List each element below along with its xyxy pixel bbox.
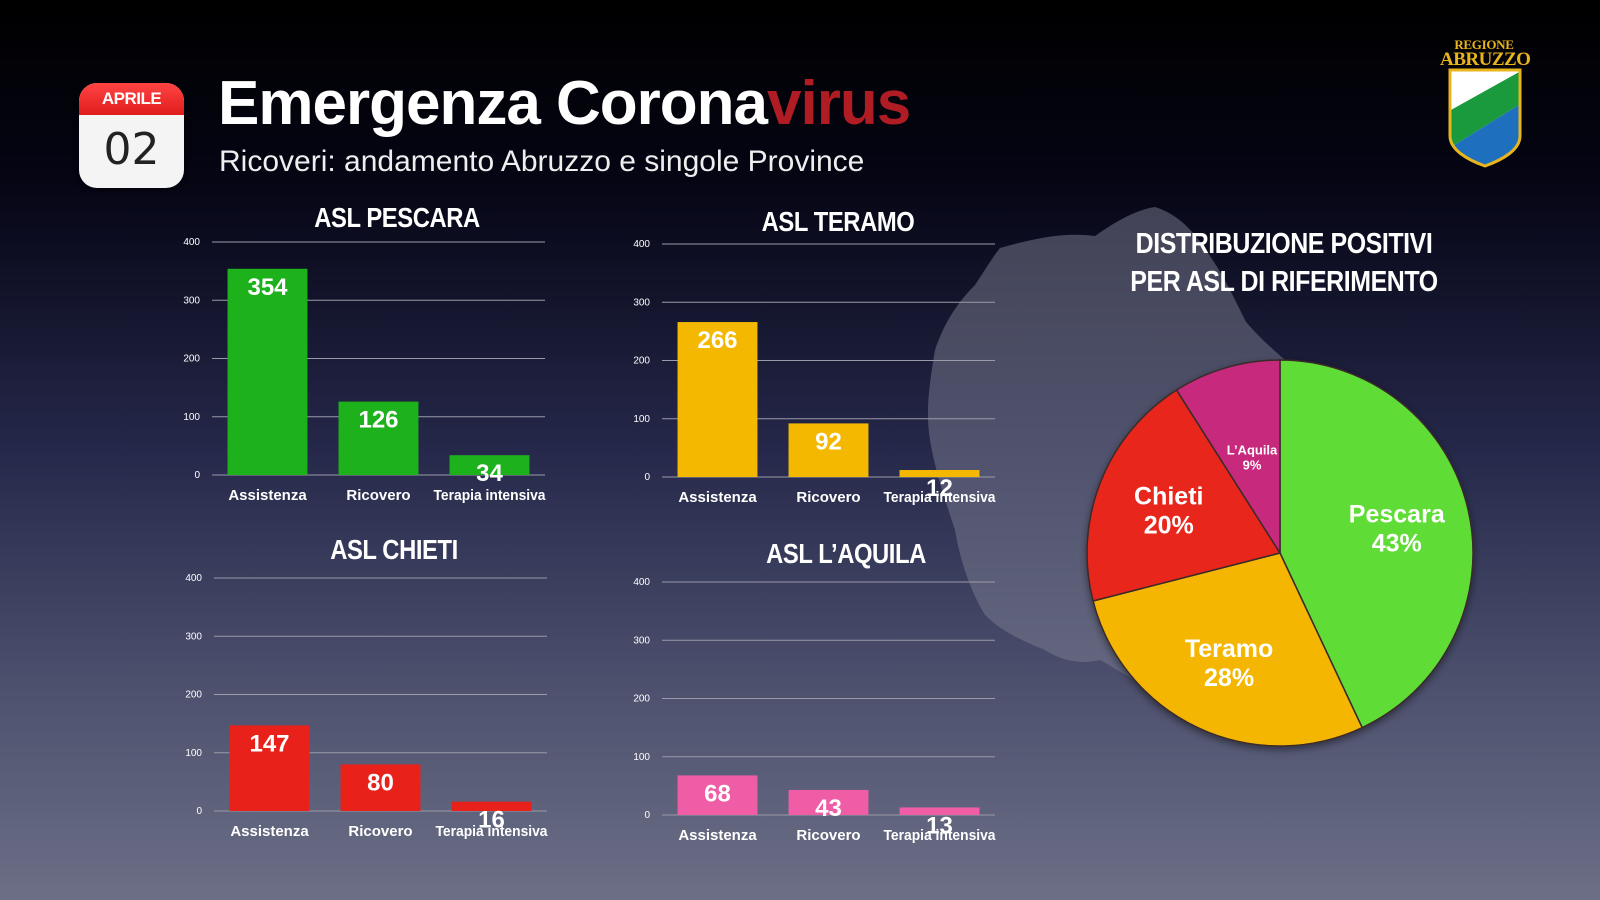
y-tick-label: 200	[183, 354, 200, 365]
bar-value-label: 147	[249, 730, 289, 757]
bar-assistenza	[227, 268, 308, 475]
logo-line2: ABRUZZO	[1440, 49, 1531, 70]
x-category-label: Terapia intensiva	[884, 489, 997, 506]
y-tick-label: 0	[644, 810, 650, 821]
chart-asl-teramo: 0 100 200 300 400 266 Assistenza 92 Ricovero 12Te…	[633, 239, 997, 506]
x-category-label: Assistenza	[230, 823, 309, 840]
chart-title-asl-teramo: ASL TERAMO	[761, 206, 915, 237]
y-tick-label: 400	[183, 237, 200, 248]
y-tick-label: 400	[633, 239, 650, 250]
chart-asl-pescara: 0 100 200 300 400 354 Assistenza 126 Ricovero 34T…	[183, 237, 547, 504]
bar-terapia-intensiva	[899, 807, 980, 815]
pie-label-name: Teramo	[1185, 635, 1273, 663]
page-title: Emergenza Coronavirus	[218, 68, 911, 139]
y-tick-label: 0	[194, 470, 200, 481]
bar-terapia-intensiva	[451, 801, 532, 811]
pie-chart-title-line2: PER ASL DI RIFERIMENTO	[1130, 266, 1438, 298]
pie-label-name: L’Aquila	[1227, 442, 1278, 457]
y-tick-label: 200	[185, 690, 202, 701]
y-tick-label: 100	[633, 414, 650, 425]
x-category-label: Assistenza	[228, 487, 307, 504]
x-category-label: Assistenza	[678, 489, 757, 506]
y-tick-label: 200	[633, 694, 650, 705]
y-tick-label: 400	[185, 573, 202, 584]
bar-value-label: 68	[704, 780, 731, 807]
bar-value-label: 12	[926, 475, 953, 502]
bar-terapia-intensiva	[449, 455, 530, 475]
logo-line1: REGIONE	[1454, 37, 1514, 52]
x-category-label: Assistenza	[678, 827, 757, 844]
bar-value-label: 92	[815, 428, 842, 455]
page-title-accent: virus	[767, 69, 911, 138]
y-tick-label: 300	[633, 635, 650, 646]
y-tick-label: 300	[183, 295, 200, 306]
pie-slices	[1086, 359, 1474, 747]
pie-chart-title-line1: DISTRIBUZIONE POSITIVI	[1135, 228, 1433, 260]
y-tick-label: 0	[644, 472, 650, 483]
calendar-badge: APRILE 02	[79, 83, 184, 188]
calendar-month: APRILE	[79, 83, 184, 115]
bar-value-label: 80	[367, 769, 394, 796]
chart-title-asl-chieti: ASL CHIETI	[330, 534, 458, 565]
page-title-main: Emergenza Corona	[218, 69, 768, 138]
chart-asl-laquila: 0 100 200 300 400 68 Assistenza 43 Ricovero 13Ter…	[633, 577, 997, 844]
y-tick-label: 300	[633, 297, 650, 308]
bar-value-label: 34	[476, 460, 503, 487]
chart-title-asl-pescara: ASL PESCARA	[314, 202, 480, 233]
bar-value-label: 16	[478, 807, 505, 834]
x-category-label: Ricovero	[346, 487, 410, 504]
pie-label-value: 20%	[1144, 512, 1194, 540]
bar-value-label: 43	[815, 795, 842, 822]
bar-terapia-intensiva	[899, 470, 980, 477]
pie-label-value: 9%	[1243, 457, 1262, 472]
chart-asl-chieti: 0 100 200 300 400 147 Assistenza 80 Ricovero 16Te…	[185, 573, 549, 840]
pie-slice-l-aquila	[1175, 359, 1281, 556]
x-category-label: Terapia intensiva	[436, 823, 549, 840]
x-category-label: Ricovero	[796, 489, 860, 506]
pie-label-value: 43%	[1372, 530, 1422, 558]
bar-value-label: 126	[358, 407, 398, 434]
bar-ricovero	[788, 423, 869, 477]
y-tick-label: 100	[183, 412, 200, 423]
pie-chart-title: DISTRIBUZIONE POSITIVI PER ASL DI RIFERI…	[1126, 225, 1442, 301]
bar-value-label: 266	[697, 327, 737, 354]
pie-slice-teramo	[1092, 552, 1364, 747]
y-tick-label: 300	[185, 631, 202, 642]
pie-slice-chieti	[1086, 389, 1282, 602]
pie-slice-pescara	[1279, 359, 1474, 729]
pie-label-name: Pescara	[1349, 501, 1446, 529]
y-tick-label: 0	[196, 806, 202, 817]
y-tick-label: 400	[633, 577, 650, 588]
x-category-label: Ricovero	[796, 827, 860, 844]
x-category-label: Ricovero	[348, 823, 412, 840]
y-tick-label: 100	[633, 752, 650, 763]
bar-assistenza	[677, 322, 758, 477]
page-subtitle: Ricoveri: andamento Abruzzo e singole Pr…	[219, 145, 865, 178]
bar-ricovero	[340, 764, 421, 811]
regione-abruzzo-logo: REGIONE ABRUZZO	[1440, 36, 1531, 170]
x-category-label: Terapia intensiva	[434, 487, 547, 504]
y-tick-label: 100	[185, 748, 202, 759]
chart-title-asl-laquila: ASL L’AQUILA	[766, 538, 926, 569]
y-tick-label: 200	[633, 356, 650, 367]
bar-ricovero	[788, 789, 869, 815]
coat-of-arms-icon	[1448, 68, 1522, 168]
calendar-day: 02	[103, 124, 160, 175]
bar-value-label: 13	[926, 812, 953, 839]
x-category-label: Terapia intensiva	[884, 827, 997, 844]
pie-label-name: Chieti	[1134, 483, 1203, 511]
bar-value-label: 354	[247, 274, 288, 301]
pie-label-value: 28%	[1204, 664, 1254, 692]
bar-ricovero	[338, 401, 419, 475]
bar-assistenza	[229, 725, 310, 811]
bar-assistenza	[677, 775, 758, 815]
